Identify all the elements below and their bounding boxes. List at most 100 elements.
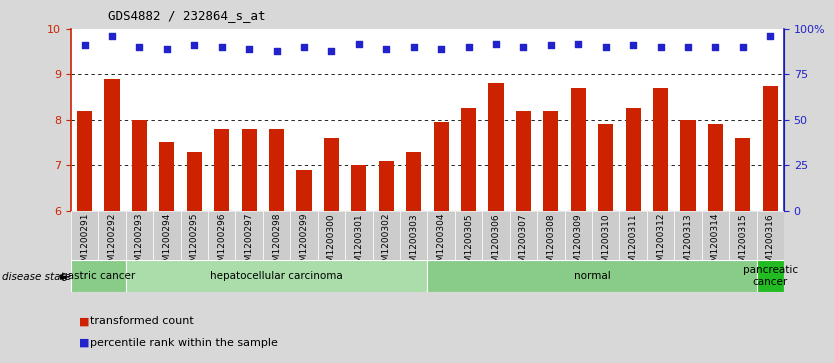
Text: GSM1200294: GSM1200294	[163, 213, 171, 273]
Bar	[379, 160, 394, 211]
Bar	[132, 120, 147, 211]
Bar	[427, 260, 756, 292]
Text: GSM1200304: GSM1200304	[437, 213, 445, 273]
Point	[490, 41, 503, 46]
Text: GSM1200307: GSM1200307	[519, 213, 528, 274]
Bar	[620, 211, 647, 260]
Text: GSM1200311: GSM1200311	[629, 213, 638, 274]
Point	[324, 48, 338, 54]
Bar	[208, 211, 235, 260]
Bar	[729, 211, 756, 260]
Bar	[214, 129, 229, 211]
Bar	[701, 211, 729, 260]
Bar	[516, 111, 531, 211]
Text: hepatocellular carcinoma: hepatocellular carcinoma	[210, 271, 343, 281]
Point	[133, 44, 146, 50]
Text: GSM1200306: GSM1200306	[491, 213, 500, 274]
Bar	[763, 86, 778, 211]
Point	[352, 41, 365, 46]
Bar	[181, 211, 208, 260]
Point	[654, 44, 667, 50]
Bar	[537, 211, 565, 260]
Bar	[674, 211, 701, 260]
Bar	[324, 138, 339, 211]
Bar	[351, 165, 366, 211]
Bar	[296, 170, 312, 211]
Text: GSM1200295: GSM1200295	[190, 213, 198, 273]
Text: GSM1200308: GSM1200308	[546, 213, 555, 274]
Text: disease state: disease state	[2, 272, 71, 282]
Bar	[647, 211, 674, 260]
Text: gastric cancer: gastric cancer	[61, 271, 135, 281]
Bar	[345, 211, 373, 260]
Text: percentile rank within the sample: percentile rank within the sample	[90, 338, 278, 348]
Point	[270, 48, 284, 54]
Point	[517, 44, 530, 50]
Point	[709, 44, 722, 50]
Bar	[77, 111, 92, 211]
Bar	[406, 152, 421, 211]
Text: GSM1200301: GSM1200301	[354, 213, 364, 274]
Bar	[71, 211, 98, 260]
Bar	[126, 211, 153, 260]
Text: GSM1200303: GSM1200303	[409, 213, 418, 274]
Text: GSM1200297: GSM1200297	[244, 213, 254, 273]
Bar	[681, 120, 696, 211]
Point	[736, 44, 750, 50]
Bar	[510, 211, 537, 260]
Text: GSM1200302: GSM1200302	[382, 213, 391, 273]
Bar	[126, 260, 427, 292]
Text: GSM1200314: GSM1200314	[711, 213, 720, 273]
Bar	[756, 211, 784, 260]
Bar	[543, 111, 559, 211]
Point	[188, 42, 201, 48]
Point	[215, 44, 229, 50]
Bar	[592, 211, 620, 260]
Text: ►: ►	[60, 272, 68, 282]
Text: GSM1200291: GSM1200291	[80, 213, 89, 273]
Bar	[98, 211, 126, 260]
Point	[407, 44, 420, 50]
Text: GSM1200316: GSM1200316	[766, 213, 775, 274]
Text: GSM1200310: GSM1200310	[601, 213, 610, 274]
Point	[599, 44, 612, 50]
Bar	[373, 211, 400, 260]
Bar	[570, 88, 585, 211]
Text: GSM1200299: GSM1200299	[299, 213, 309, 273]
Bar	[400, 211, 427, 260]
Bar	[269, 129, 284, 211]
Point	[462, 44, 475, 50]
Bar	[598, 124, 613, 211]
Point	[379, 46, 393, 52]
Text: GSM1200309: GSM1200309	[574, 213, 583, 274]
Text: normal: normal	[574, 271, 610, 281]
Bar	[626, 109, 641, 211]
Point	[105, 33, 118, 39]
Point	[298, 44, 311, 50]
Bar	[565, 211, 592, 260]
Point	[78, 42, 91, 48]
Bar	[159, 143, 174, 211]
Text: GSM1200296: GSM1200296	[217, 213, 226, 273]
Text: GSM1200313: GSM1200313	[684, 213, 692, 274]
Text: pancreatic
cancer: pancreatic cancer	[743, 265, 798, 287]
Bar	[461, 109, 476, 211]
Bar	[235, 211, 263, 260]
Point	[764, 33, 777, 39]
Text: ■: ■	[79, 338, 90, 348]
Text: transformed count: transformed count	[90, 316, 193, 326]
Text: GSM1200293: GSM1200293	[135, 213, 144, 273]
Bar	[455, 211, 482, 260]
Bar	[482, 211, 510, 260]
Text: GSM1200298: GSM1200298	[272, 213, 281, 273]
Point	[626, 42, 640, 48]
Bar	[290, 211, 318, 260]
Text: GSM1200305: GSM1200305	[464, 213, 473, 274]
Point	[681, 44, 695, 50]
Point	[435, 46, 448, 52]
Text: GSM1200292: GSM1200292	[108, 213, 117, 273]
Bar	[187, 152, 202, 211]
Bar	[104, 79, 119, 211]
Bar	[153, 211, 181, 260]
Bar	[736, 138, 751, 211]
